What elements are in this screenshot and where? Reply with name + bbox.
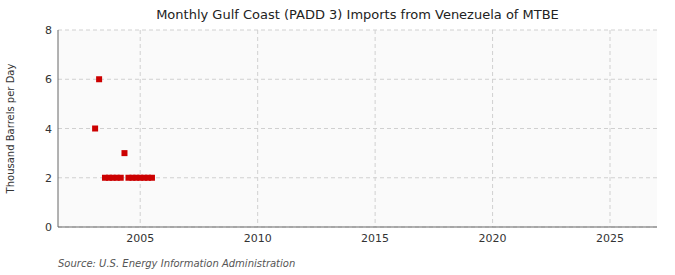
y-tick-label: 0 <box>45 221 52 234</box>
y-axis-line <box>58 30 59 227</box>
y-tick-label: 6 <box>45 73 52 86</box>
data-point <box>149 175 155 181</box>
x-axis-line <box>58 227 657 228</box>
y-tick-label: 2 <box>45 172 52 185</box>
x-grid-line <box>140 30 141 227</box>
y-grid-line <box>58 30 657 31</box>
x-grid-line <box>610 30 611 227</box>
x-tick-label: 2015 <box>361 232 389 245</box>
data-point <box>121 150 127 156</box>
title: Monthly Gulf Coast (PADD 3) Imports from… <box>156 7 559 22</box>
grid <box>58 30 657 227</box>
y-grid-line <box>58 79 657 80</box>
y-grid-line <box>58 227 657 228</box>
source-note: Source: U.S. Energy Information Administ… <box>58 258 295 269</box>
data-point <box>118 175 124 181</box>
x-tick-label: 2020 <box>479 232 507 245</box>
data-point <box>92 126 98 132</box>
x-tick-label: 2010 <box>244 232 272 245</box>
y-tick-label: 8 <box>45 24 52 37</box>
chart: 2005 2010 2015 2020 2025 0 2 4 6 8 Monthly Gulf Co… <box>0 0 675 275</box>
plot-area <box>58 30 657 227</box>
y-grid-line <box>58 128 657 129</box>
x-tick-label: 2025 <box>596 232 624 245</box>
y-tick-label: 4 <box>45 123 52 136</box>
x-tick-label: 2005 <box>126 232 154 245</box>
y-axis-label: Thousand Barrels per Day <box>5 64 16 195</box>
data-point <box>96 76 102 82</box>
points <box>92 76 155 181</box>
